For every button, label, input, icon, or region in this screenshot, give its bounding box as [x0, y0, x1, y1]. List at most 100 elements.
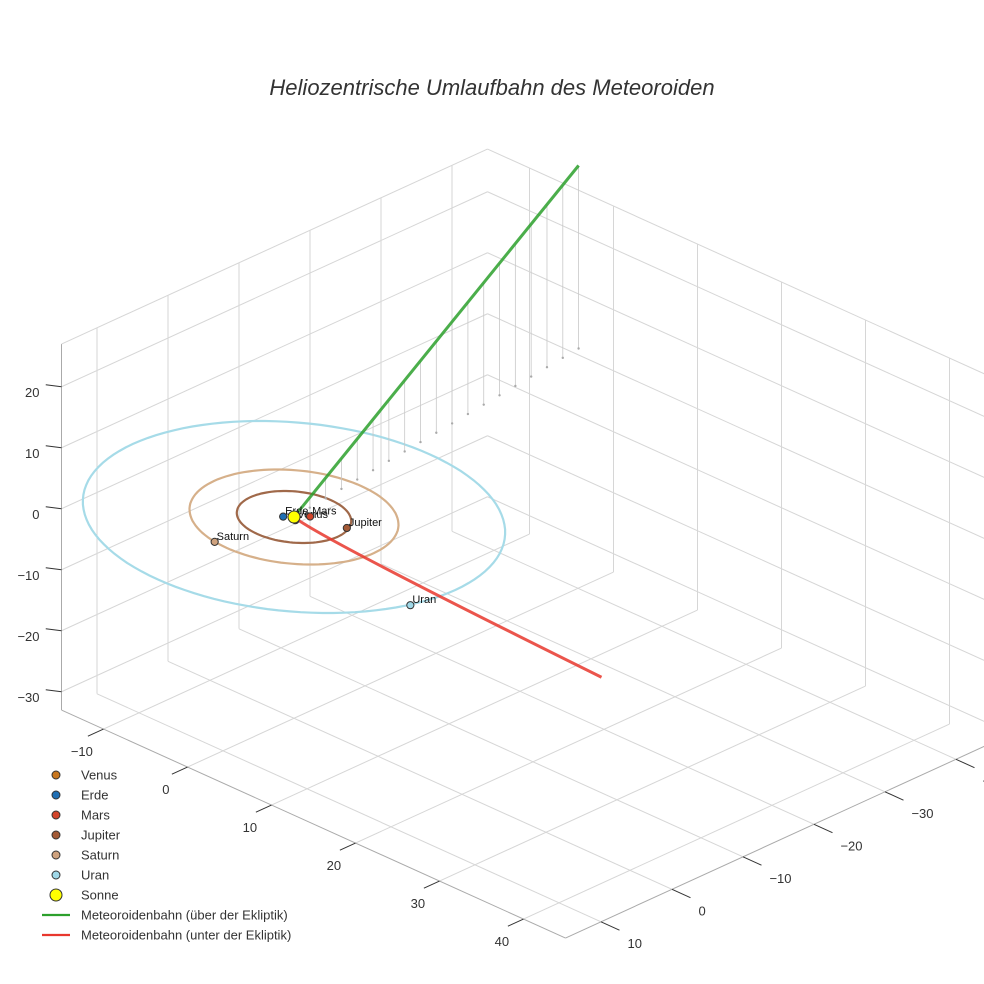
body-mars [305, 512, 315, 521]
trajectories [292, 164, 603, 679]
body-sonne [287, 510, 301, 524]
drop-foot-marker [466, 412, 470, 416]
box-edge [487, 148, 984, 375]
chart-title: Heliozentrische Umlaufbahn des Meteoroid… [269, 75, 714, 100]
drop-lines [308, 165, 580, 509]
axis-ticks: −10 0 10 20 30 40 −40 −30 −20 −10 0 10 20 10 0 −10 −20 −3… [17, 384, 984, 951]
body-label-saturn: Saturn [217, 531, 249, 543]
legend-item[interactable]: Meteoroidenbahn (über der Ekliptik) [42, 908, 288, 923]
floor-grid-y [309, 595, 815, 825]
legend-item[interactable]: Uran [51, 868, 109, 883]
orbits [81, 419, 507, 615]
x-tick-mark [507, 918, 524, 927]
legend-item[interactable]: Meteoroidenbahn (unter der Ekliptik) [42, 928, 291, 943]
y-tick-mark [884, 791, 904, 801]
drop-foot-marker [356, 478, 359, 481]
floor-grid-x [439, 685, 866, 882]
legend-item[interactable]: Erde [51, 788, 108, 803]
x-tick-label: 10 [243, 820, 257, 835]
y-tick-label: −30 [911, 806, 933, 821]
floor-grid-y [238, 628, 744, 858]
legend-label: Venus [81, 768, 118, 783]
z-tick-label: 20 [25, 385, 39, 400]
x-tick-mark [255, 804, 272, 813]
x-tick-mark [339, 842, 356, 851]
y-tick-label: −20 [840, 839, 862, 854]
side-wall-grid-z [487, 496, 984, 722]
x-tick-label: 0 [162, 782, 169, 797]
back-wall-grid-z [61, 313, 488, 510]
legend-item[interactable]: Venus [51, 768, 118, 783]
body-label-uran: Uran [412, 594, 436, 606]
orbit-saturn [188, 468, 400, 566]
x-axis-line [61, 709, 566, 939]
floor-grid-y [380, 563, 886, 793]
legend-marker-swatch [51, 770, 61, 780]
z-tick-label: −10 [17, 568, 39, 583]
grid [61, 148, 984, 939]
back-wall-grid-z [61, 435, 488, 632]
side-wall-grid-z [487, 435, 984, 661]
drop-foot-marker [435, 431, 438, 434]
x-tick-label: 20 [327, 858, 341, 873]
drop-foot-marker [498, 394, 501, 397]
drop-foot-marker [545, 366, 549, 369]
z-tick-label: 10 [25, 446, 39, 461]
box-edge [61, 148, 488, 345]
legend-label: Mars [81, 808, 110, 823]
x-tick-label: 40 [495, 934, 509, 949]
y-tick-label: −10 [769, 871, 791, 886]
side-wall-grid-z [487, 191, 984, 417]
x-tick-label: −10 [71, 744, 93, 759]
body-saturn [210, 537, 219, 546]
legend-marker-swatch [51, 870, 61, 880]
drop-foot-marker [324, 497, 327, 500]
y-tick-mark [813, 823, 833, 834]
z-tick-mark [45, 445, 62, 449]
trajectory-below [293, 515, 603, 679]
z-tick-label: 0 [32, 507, 39, 522]
drop-foot-marker [450, 422, 454, 425]
drop-foot-marker [529, 375, 533, 378]
legend-item[interactable]: Sonne [49, 888, 119, 903]
legend-marker-swatch [51, 830, 61, 840]
legend[interactable]: Venus Erde Mars Jupiter Saturn Uran Sonne Meteo… [42, 768, 291, 943]
body-label-jupiter: Jupiter [349, 517, 382, 529]
y-tick-mark [742, 856, 762, 866]
drop-foot-marker [387, 459, 391, 463]
floor-grid-y [96, 693, 602, 923]
side-wall-grid-z [487, 313, 984, 539]
drop-foot-marker [419, 440, 422, 444]
legend-marker-swatch [51, 790, 61, 800]
legend-label: Sonne [81, 888, 119, 903]
legend-label: Erde [81, 788, 108, 803]
floor-grid-x [103, 533, 530, 730]
body-erde [279, 512, 288, 521]
legend-item[interactable]: Jupiter [51, 828, 121, 843]
legend-item[interactable]: Mars [51, 808, 110, 823]
floor-grid-x [271, 609, 698, 806]
back-wall-grid-z [61, 496, 488, 693]
floor-grid-x [523, 723, 950, 920]
legend-label: Saturn [81, 848, 119, 863]
floor-grid-x [355, 647, 782, 844]
drop-foot-marker [340, 487, 343, 491]
body-label-mars: Mars [312, 506, 337, 518]
x-tick-mark [171, 766, 188, 775]
legend-marker-swatch [51, 810, 61, 820]
drop-foot-marker [482, 403, 485, 406]
orbit-uran [81, 419, 507, 615]
y-axis-line [565, 745, 984, 939]
y-tick-label: 10 [627, 936, 641, 951]
x-tick-label: 30 [411, 896, 425, 911]
legend-marker-swatch [49, 888, 63, 902]
back-wall-grid-z [61, 191, 488, 388]
legend-item[interactable]: Saturn [51, 848, 119, 863]
x-tick-mark [87, 728, 104, 737]
z-tick-mark [45, 628, 62, 632]
floor-grid-y [451, 530, 957, 760]
drop-foot-marker [371, 468, 375, 472]
back-wall-grid-z [61, 374, 488, 571]
